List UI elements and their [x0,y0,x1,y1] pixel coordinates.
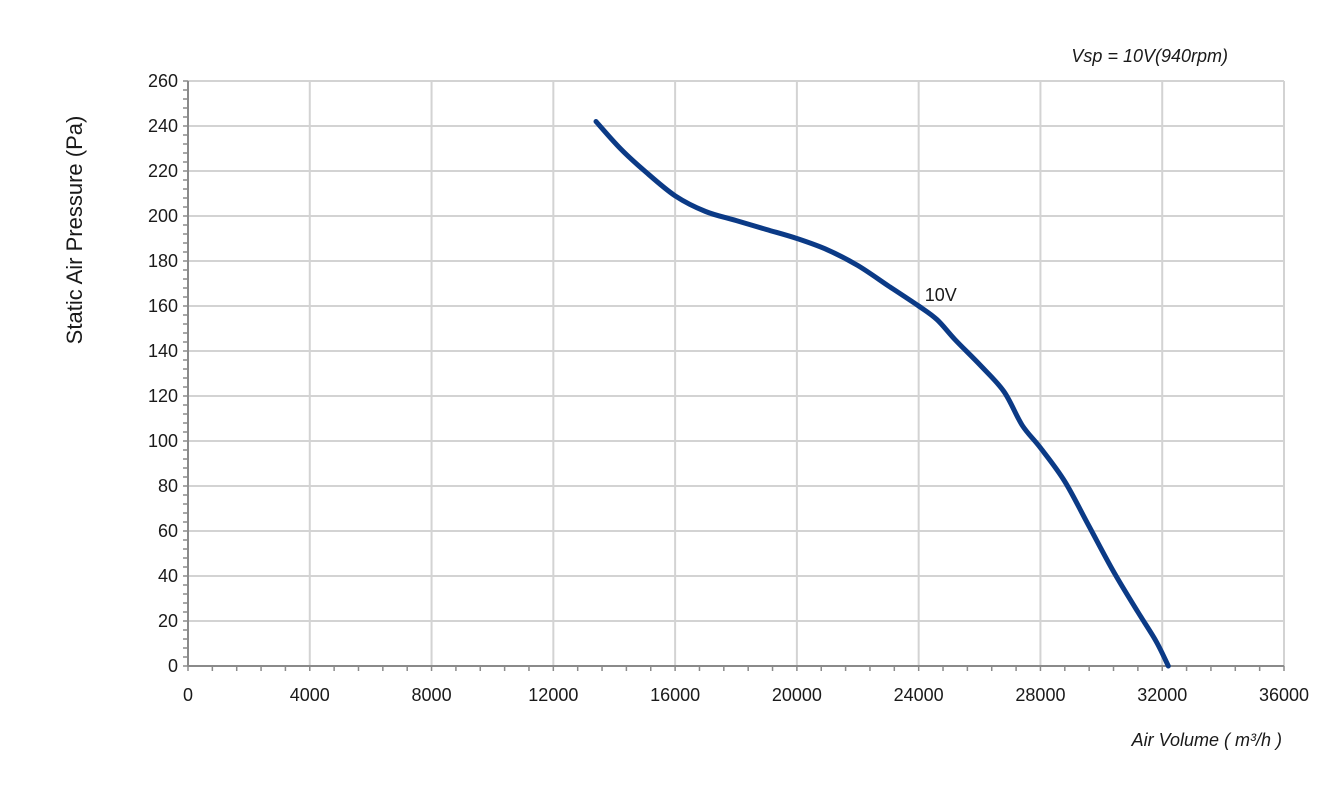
y-tick-label-140: 140 [148,341,178,361]
x-tick-label-24000: 24000 [894,685,944,705]
y-tick-label-180: 180 [148,251,178,271]
series-point [1111,569,1116,574]
y-tick-label-40: 40 [158,566,178,586]
y-axis-title: Static Air Pressure (Pa) [62,116,87,345]
annotation-text: Vsp = 10V(940rpm) [1071,46,1228,66]
y-tick-label-200: 200 [148,206,178,226]
y-tick-labels: 0 20 40 60 80 100 120 140 160 180 200 220 240 260 [148,71,178,676]
x-tick-label-20000: 20000 [772,685,822,705]
y-tick-label-220: 220 [148,161,178,181]
series-point [886,283,891,288]
y-tick-label-60: 60 [158,521,178,541]
series-point [977,362,982,367]
x-tick-label-28000: 28000 [1015,685,1065,705]
series-point [734,218,739,223]
series-point [703,209,708,214]
x-tick-label-36000: 36000 [1259,685,1309,705]
series-layer: 10V [593,119,1171,669]
y-tick-label-0: 0 [168,656,178,676]
series-point [1038,445,1043,450]
x-tick-label-16000: 16000 [650,685,700,705]
axes [187,81,1284,667]
x-tick-label-8000: 8000 [412,685,452,705]
series-point [1001,389,1006,394]
x-tick-label-12000: 12000 [528,685,578,705]
series-point [593,119,598,124]
y-tick-label-240: 240 [148,116,178,136]
series-point [1166,664,1171,669]
series-point [916,304,921,309]
x-axis-title: Air Volume ( m³/h ) [1131,730,1282,750]
series-point [673,193,678,198]
series-point [1087,524,1092,529]
y-tick-label-80: 80 [158,476,178,496]
y-tick-label-120: 120 [148,386,178,406]
y-tick-label-160: 160 [148,296,178,316]
series-point [764,227,769,232]
series-point [794,236,799,241]
y-tick-label-260: 260 [148,71,178,91]
series-point [1135,610,1140,615]
x-tick-label-4000: 4000 [290,685,330,705]
x-tick-label-32000: 32000 [1137,685,1187,705]
x-tick-label-0: 0 [183,685,193,705]
series-point [642,169,647,174]
series-point [618,146,623,151]
y-tick-label-100: 100 [148,431,178,451]
series-point [825,247,830,252]
series-point [934,317,939,322]
x-tick-labels: 0 4000 8000 12000 16000 20000 24000 28000 32000 3… [183,685,1309,705]
series-point [1154,639,1159,644]
series-point [1020,423,1025,428]
series-point [1062,479,1067,484]
series-line-0 [593,119,1171,669]
y-tick-label-20: 20 [158,611,178,631]
series-point [953,337,958,342]
series-point [855,263,860,268]
series-label: 10V [925,285,957,305]
